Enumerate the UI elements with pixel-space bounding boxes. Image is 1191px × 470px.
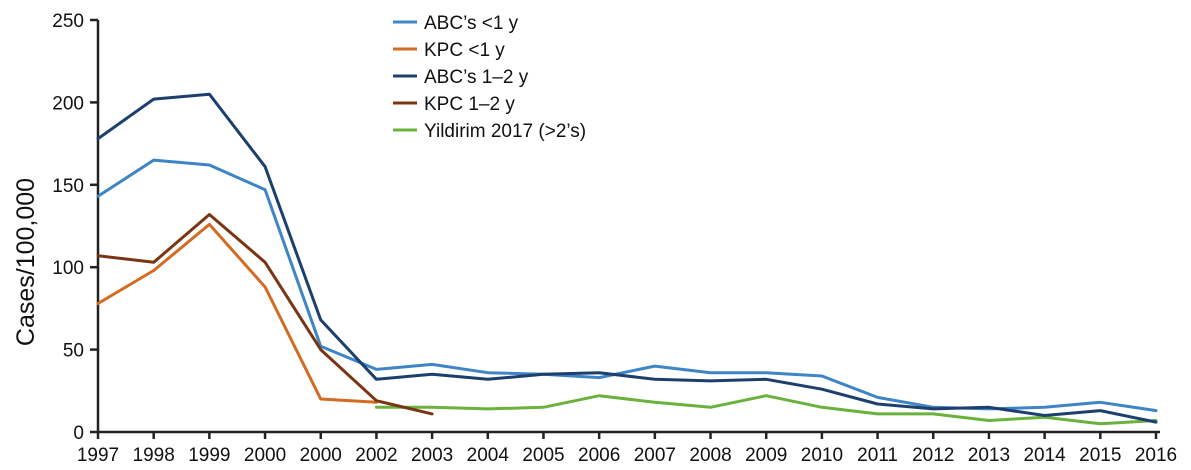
x-tick-label: 2007 bbox=[634, 445, 676, 466]
x-tick-label: 2006 bbox=[578, 445, 620, 466]
y-ticks: 0 50 100 150 200 250 bbox=[52, 11, 98, 444]
legend-label: Yildirim 2017 (>2’s) bbox=[424, 121, 586, 142]
y-tick-label: 200 bbox=[52, 93, 84, 114]
series-line-kpc-1-y bbox=[96, 222, 378, 404]
series-line-kpc-1-2-y bbox=[96, 213, 434, 416]
y-tick-label: 0 bbox=[73, 423, 84, 444]
x-tick-label: 1999 bbox=[188, 445, 230, 466]
y-axis-label: Cases/100,000 bbox=[12, 178, 40, 346]
series-lines bbox=[96, 92, 1158, 426]
x-tick-label: 2009 bbox=[745, 445, 787, 466]
x-tick-label: 2012 bbox=[912, 445, 954, 466]
x-tick-label: 2013 bbox=[968, 445, 1010, 466]
x-tick-label: 2000 bbox=[244, 445, 286, 466]
x-tick-label: 2004 bbox=[467, 445, 510, 466]
x-tick-label: 2003 bbox=[411, 445, 453, 466]
series-line-abc-s-1-2-y bbox=[96, 92, 1158, 424]
y-tick-label: 50 bbox=[63, 341, 84, 362]
x-tick-label: 2010 bbox=[801, 445, 843, 466]
x-tick-label: 1997 bbox=[77, 445, 119, 466]
x-ticks: 1997 1998 1999 2000 2000 2002 2003 2004 2005 2006… bbox=[77, 432, 1177, 466]
axes bbox=[96, 20, 1160, 434]
x-tick-label: 2005 bbox=[522, 445, 564, 466]
x-tick-label: 2016 bbox=[1135, 445, 1177, 466]
legend-label: KPC 1–2 y bbox=[424, 94, 515, 115]
x-tick-label: 2011 bbox=[857, 445, 898, 466]
legend-label: ABC’s 1–2 y bbox=[424, 67, 529, 88]
legend-label: ABC’s <1 y bbox=[424, 13, 519, 34]
y-tick-label: 150 bbox=[52, 176, 84, 197]
x-tick-label: 1998 bbox=[133, 445, 175, 466]
x-tick-label: 2014 bbox=[1023, 445, 1066, 466]
legend-label: KPC <1 y bbox=[424, 40, 505, 61]
y-tick-label: 250 bbox=[52, 11, 84, 32]
x-tick-label: 2015 bbox=[1079, 445, 1121, 466]
x-tick-label: 2008 bbox=[689, 445, 731, 466]
series-line-yildirim-2017-2-s bbox=[374, 394, 1158, 426]
y-tick-label: 100 bbox=[52, 258, 84, 279]
series-line-abc-s-1-y bbox=[96, 158, 1158, 413]
x-tick-label: 2000 bbox=[300, 445, 342, 466]
x-tick-label: 2002 bbox=[355, 445, 397, 466]
legend: ABC’s <1 y KPC <1 y ABC’s 1–2 y KPC 1–2 y Yi… bbox=[393, 13, 586, 142]
